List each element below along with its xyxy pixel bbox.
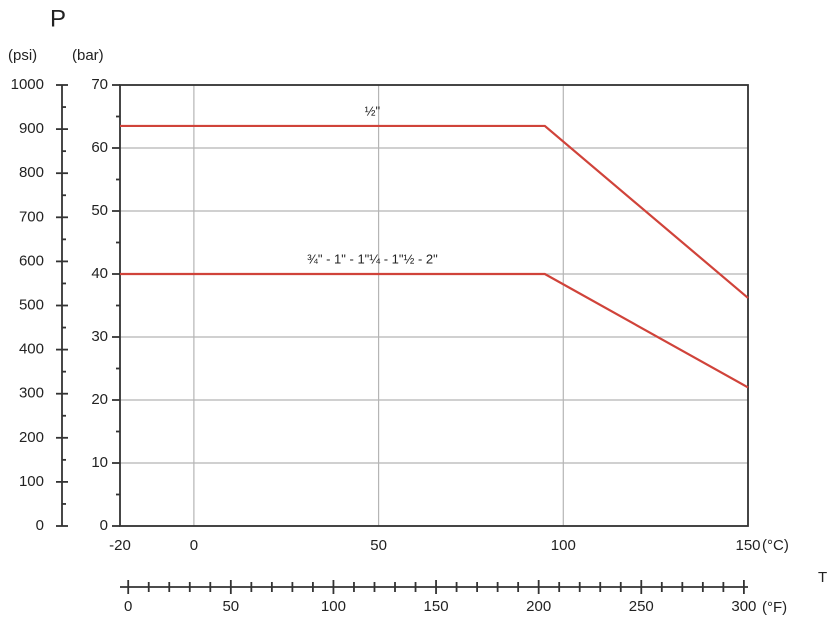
y2-tick-label: 400 <box>19 341 44 358</box>
x2-tick-label: 150 <box>424 598 449 615</box>
y2-tick-label: 300 <box>19 385 44 402</box>
x-unit: (°C) <box>762 537 789 554</box>
y2-tick-label: 0 <box>36 517 44 534</box>
series-label: ¾" - 1" - 1"¼ - 1"½ - 2" <box>307 251 438 266</box>
x2-tick-label: 200 <box>526 598 551 615</box>
x-axis-label: T <box>818 569 827 586</box>
series-line <box>120 124 749 299</box>
y-tick-label: 10 <box>91 454 108 471</box>
chart-title: P <box>50 5 66 32</box>
y2-tick-label: 900 <box>19 120 44 137</box>
plot-frame <box>119 84 749 527</box>
y2-axis-label: (psi) <box>8 47 37 64</box>
y-tick-label: 70 <box>91 76 108 93</box>
y-tick-label: 60 <box>91 139 108 156</box>
x2-tick-label: 300 <box>731 598 756 615</box>
series-label: ½" <box>365 103 381 118</box>
x-tick-label: 100 <box>551 537 576 554</box>
y2-tick-label: 700 <box>19 208 44 225</box>
x2-tick-label: 100 <box>321 598 346 615</box>
x2-unit: (°F) <box>762 599 787 616</box>
y-tick-label: 0 <box>100 517 108 534</box>
x2-tick-label: 50 <box>222 598 239 615</box>
series-line <box>120 272 749 389</box>
x-tick-label: 150 <box>735 537 760 554</box>
y2-tick-label: 500 <box>19 296 44 313</box>
x2-tick-label: 0 <box>124 598 132 615</box>
x-tick-label: -20 <box>109 537 131 554</box>
y2-tick-label: 800 <box>19 164 44 181</box>
y2-tick-label: 200 <box>19 429 44 446</box>
x-tick-label: 50 <box>370 537 387 554</box>
y2-tick-label: 1000 <box>11 76 44 93</box>
x-tick-label: 0 <box>190 537 198 554</box>
y-tick-label: 20 <box>91 391 108 408</box>
y-axis-label: (bar) <box>72 47 104 64</box>
y-tick-label: 50 <box>91 202 108 219</box>
y-tick-label: 40 <box>91 265 108 282</box>
y-tick-label: 30 <box>91 328 108 345</box>
y2-tick-label: 600 <box>19 252 44 269</box>
x2-tick-label: 250 <box>629 598 654 615</box>
y2-tick-label: 100 <box>19 473 44 490</box>
